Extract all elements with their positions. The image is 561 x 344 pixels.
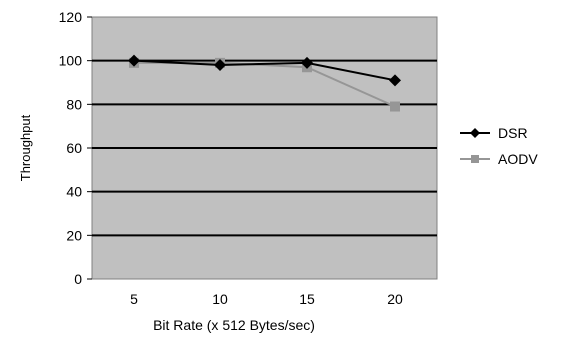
x-axis-label: Bit Rate (x 512 Bytes/sec) [153,317,315,333]
x-tick-labels: 5 10 15 20 [130,291,403,307]
data-point-dsr [301,56,313,69]
y-tick-label: 20 [66,227,82,243]
legend: DSR AODV [460,125,538,167]
legend-label-dsr: DSR [498,125,528,141]
legend-marker-dsr [470,128,480,138]
y-tick-label: 100 [59,53,83,69]
series-line-dsr [133,59,396,82]
x-tick-label: 20 [387,291,403,307]
x-tick-label: 15 [299,291,315,307]
y-tick-label: 40 [66,184,82,200]
legend-label-aodv: AODV [498,151,538,167]
x-tick-label: 10 [212,291,228,307]
data-point-dsr [214,59,226,72]
y-axis-label: Throughput [18,114,33,181]
series-layer [128,54,401,112]
y-tick-labels: 0 20 40 60 80 100 120 [59,9,92,287]
data-point-aodv [390,101,400,112]
data-point-dsr [128,54,140,67]
legend-marker-aodv [471,155,479,163]
y-tick-label: 120 [59,9,83,25]
x-tick-label: 5 [130,291,138,307]
y-tick-label: 80 [66,96,82,112]
y-tick-label: 60 [66,140,82,156]
data-point-dsr [389,74,401,87]
y-tick-label: 0 [74,271,82,287]
